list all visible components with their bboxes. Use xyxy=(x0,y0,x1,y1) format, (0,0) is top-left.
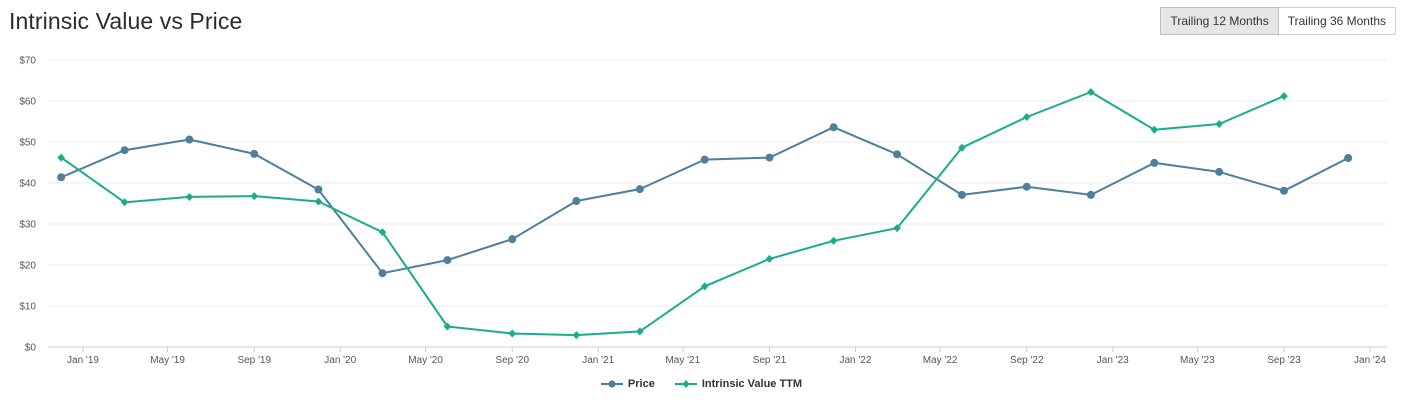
x-tick-label: Sep '21 xyxy=(753,355,787,366)
intrinsic-value-point xyxy=(57,153,65,162)
x-tick-label: Sep '22 xyxy=(1010,355,1044,366)
x-tick-label: Sep '23 xyxy=(1267,355,1301,366)
intrinsic-value-point xyxy=(508,329,517,338)
price-point xyxy=(508,235,517,244)
y-tick-label: $20 xyxy=(19,261,36,272)
price-point xyxy=(1215,167,1224,176)
price-point xyxy=(700,155,709,164)
x-tick-label: Jan '24 xyxy=(1354,355,1386,366)
price-point xyxy=(57,173,66,182)
series-markers xyxy=(57,87,1353,340)
price-point xyxy=(765,153,774,162)
price-point xyxy=(635,185,644,194)
intrinsic-value-point xyxy=(1150,125,1159,134)
intrinsic-value-point xyxy=(378,228,387,237)
price-point xyxy=(378,269,387,278)
x-tick-label: Sep '19 xyxy=(237,355,271,366)
intrinsic-value-point xyxy=(958,143,966,152)
x-tick-label: Jan '19 xyxy=(67,355,99,366)
price-point xyxy=(1086,190,1095,199)
legend-label-intrinsic-value: Intrinsic Value TTM xyxy=(701,378,803,390)
x-tick-label: Jan '20 xyxy=(324,355,356,366)
price-point xyxy=(1280,186,1289,195)
intrinsic-value-point xyxy=(572,331,581,340)
chart-legend: Price Intrinsic Value TTM xyxy=(0,378,1403,390)
trailing-36-months-button[interactable]: Trailing 36 Months xyxy=(1278,7,1396,35)
price-point xyxy=(443,256,452,265)
intrinsic-value-point xyxy=(314,197,323,206)
legend-label-price: Price xyxy=(627,378,655,390)
intrinsic-value-point xyxy=(250,192,259,201)
x-axis: Jan '19 May '19 Sep '19 Jan '20 May '20 Sep '… xyxy=(67,347,1386,366)
y-tick-label: $40 xyxy=(19,179,36,190)
intrinsic-value-point xyxy=(120,198,129,207)
intrinsic-value-point xyxy=(1215,119,1223,128)
intrinsic-value-point xyxy=(1087,87,1095,96)
price-point xyxy=(572,197,581,206)
legend-item-price[interactable]: Price xyxy=(600,378,655,390)
x-tick-label: May '21 xyxy=(665,355,700,366)
legend-item-intrinsic-value[interactable]: Intrinsic Value TTM xyxy=(674,378,803,390)
price-point xyxy=(250,149,259,158)
x-tick-label: Jan '23 xyxy=(1097,355,1129,366)
line-chart: $0 $10 $20 $30 $40 $50 $60 $70 Jan '19 May '19 Se… xyxy=(19,56,1387,366)
intrinsic-value-point xyxy=(700,282,709,291)
trailing-12-months-button[interactable]: Trailing 12 Months xyxy=(1160,7,1279,35)
intrinsic-value-legend-icon xyxy=(674,380,697,388)
y-tick-label: $10 xyxy=(19,302,36,313)
y-tick-label: $60 xyxy=(19,97,36,108)
y-tick-label: $50 xyxy=(19,138,36,149)
intrinsic-value-line xyxy=(60,91,1285,337)
price-point xyxy=(120,146,129,155)
chart-grid xyxy=(48,59,1387,348)
price-legend-icon xyxy=(600,380,623,388)
price-point xyxy=(957,190,966,199)
intrinsic-value-point xyxy=(1280,92,1288,101)
intrinsic-value-point xyxy=(636,327,644,336)
x-tick-label: May '19 xyxy=(150,355,185,366)
x-tick-label: May '23 xyxy=(1180,355,1215,366)
y-axis: $0 $10 $20 $30 $40 $50 $60 $70 xyxy=(19,56,36,354)
intrinsic-value-point xyxy=(1022,112,1031,121)
price-point xyxy=(314,185,323,194)
price-point xyxy=(1344,153,1353,162)
price-point xyxy=(1022,182,1031,191)
intrinsic-value-point xyxy=(893,224,901,233)
price-point xyxy=(893,150,902,159)
price-point xyxy=(829,123,838,132)
intrinsic-value-point xyxy=(765,254,774,263)
chart-title: Intrinsic Value vs Price xyxy=(9,8,243,34)
intrinsic-value-point xyxy=(443,322,452,331)
x-tick-label: May '22 xyxy=(923,355,958,366)
y-tick-label: $70 xyxy=(19,56,36,67)
x-tick-label: Jan '21 xyxy=(582,355,614,366)
y-tick-label: $0 xyxy=(25,343,37,354)
x-tick-label: Jan '22 xyxy=(840,355,872,366)
price-line xyxy=(60,126,1349,275)
intrinsic-value-point xyxy=(185,192,194,201)
price-point xyxy=(1150,158,1159,167)
y-tick-label: $30 xyxy=(19,220,36,231)
price-point xyxy=(185,135,194,144)
intrinsic-value-point xyxy=(829,236,838,245)
x-tick-label: Sep '20 xyxy=(495,355,529,366)
x-tick-label: May '20 xyxy=(408,355,443,366)
period-toggle: Trailing 12 Months Trailing 36 Months xyxy=(1160,7,1396,35)
